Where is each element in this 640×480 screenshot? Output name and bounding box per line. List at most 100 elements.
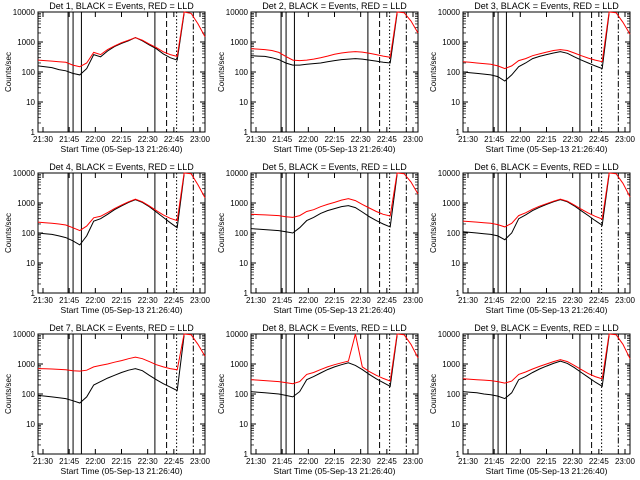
y-axis-label: Counts/sec	[217, 374, 226, 414]
y-axis-label: Counts/sec	[429, 52, 438, 92]
plot-frame	[250, 172, 419, 294]
events-series-line	[250, 174, 398, 234]
x-tick-label: 22:30	[138, 457, 159, 466]
y-axis-label: Counts/sec	[4, 213, 13, 253]
x-tick-label: 21:30	[33, 135, 54, 144]
x-axis-label: Start Time (05-Sep-13 21:26:40)	[274, 305, 396, 315]
chart-panel-1: 1 10 100 1000 10000 21:30 21:45 22:00 22:15 22:30…	[4, 1, 211, 154]
x-tick-label: 22:45	[377, 135, 398, 144]
x-tick-label: 22:45	[164, 296, 185, 305]
y-tick-label: 10	[26, 259, 35, 268]
plot-frame	[37, 333, 206, 455]
x-tick-label: 22:30	[351, 457, 372, 466]
y-axis-label: Counts/sec	[4, 374, 13, 414]
y-tick-label: 100	[447, 390, 461, 399]
x-tick-label: 22:15	[111, 457, 132, 466]
x-tick-label: 22:00	[510, 457, 531, 466]
x-tick-label: 23:00	[190, 135, 211, 144]
plot-frame	[462, 172, 631, 294]
y-tick-label: 1000	[17, 199, 35, 208]
x-tick-label: 23:00	[403, 135, 424, 144]
x-tick-label: 22:00	[510, 135, 531, 144]
lld-series-line	[462, 172, 631, 228]
x-tick-label: 21:45	[484, 457, 505, 466]
events-series-line	[462, 335, 610, 400]
y-tick-label: 10000	[13, 330, 36, 339]
panel-title: Det 3, BLACK = Events, RED = LLD	[474, 1, 619, 11]
events-series-line	[250, 335, 398, 398]
x-tick-label: 22:45	[377, 457, 398, 466]
lld-series-line	[462, 11, 631, 70]
x-axis-label: Start Time (05-Sep-13 21:26:40)	[61, 305, 183, 315]
plot-frame	[37, 11, 206, 133]
x-tick-label: 21:30	[458, 135, 479, 144]
x-axis-label: Start Time (05-Sep-13 21:26:40)	[61, 144, 183, 154]
events-series-line	[462, 174, 610, 241]
x-tick-label: 22:15	[324, 135, 345, 144]
y-axis-label: Counts/sec	[429, 213, 438, 253]
lld-series-line	[37, 172, 206, 232]
y-tick-label: 10000	[226, 330, 249, 339]
y-axis-label: Counts/sec	[217, 52, 226, 92]
y-tick-label: 10	[26, 98, 35, 107]
x-tick-label: 22:00	[85, 135, 106, 144]
chart-panel-6: 1 10 100 1000 10000 21:30 21:45 22:00 22:15 22:30…	[429, 162, 636, 315]
y-tick-label: 10000	[438, 330, 461, 339]
y-tick-label: 1	[31, 289, 36, 298]
y-tick-label: 1000	[230, 38, 248, 47]
panel-title: Det 2, BLACK = Events, RED = LLD	[262, 1, 407, 11]
x-axis-label: Start Time (05-Sep-13 21:26:40)	[486, 466, 608, 476]
x-tick-label: 21:30	[246, 296, 267, 305]
x-tick-label: 22:30	[563, 135, 584, 144]
x-tick-label: 22:45	[377, 296, 398, 305]
y-axis-label: Counts/sec	[217, 213, 226, 253]
x-tick-label: 22:15	[536, 135, 557, 144]
x-tick-label: 22:00	[298, 296, 319, 305]
chart-panel-9: 1 10 100 1000 10000 21:30 21:45 22:00 22:15 22:30…	[429, 323, 636, 476]
x-axis-label: Start Time (05-Sep-13 21:26:40)	[61, 466, 183, 476]
y-tick-label: 1000	[230, 360, 248, 369]
x-tick-label: 23:00	[615, 457, 636, 466]
lld-series-line	[250, 11, 419, 62]
x-tick-label: 22:00	[298, 135, 319, 144]
y-tick-label: 1000	[442, 199, 460, 208]
lld-series-line	[37, 333, 206, 372]
y-tick-label: 10000	[438, 8, 461, 17]
y-tick-label: 100	[447, 68, 461, 77]
x-tick-label: 23:00	[615, 296, 636, 305]
y-tick-label: 10000	[13, 169, 36, 178]
x-tick-label: 23:00	[190, 296, 211, 305]
events-series-line	[37, 13, 185, 76]
x-axis-label: Start Time (05-Sep-13 21:26:40)	[274, 144, 396, 154]
x-axis-label: Start Time (05-Sep-13 21:26:40)	[274, 466, 396, 476]
y-tick-label: 10	[451, 259, 460, 268]
panel-title: Det 8, BLACK = Events, RED = LLD	[262, 323, 407, 333]
events-series-line	[462, 13, 610, 82]
x-tick-label: 22:30	[351, 296, 372, 305]
y-tick-label: 1000	[230, 199, 248, 208]
x-tick-label: 21:30	[458, 457, 479, 466]
x-tick-label: 22:00	[298, 457, 319, 466]
x-tick-label: 22:15	[324, 296, 345, 305]
panel-title: Det 9, BLACK = Events, RED = LLD	[474, 323, 619, 333]
y-tick-label: 10000	[13, 8, 36, 17]
y-tick-label: 1	[244, 450, 249, 459]
y-tick-label: 10	[451, 98, 460, 107]
plot-frame	[250, 11, 419, 133]
x-tick-label: 21:45	[272, 135, 293, 144]
lld-series-line	[250, 172, 419, 218]
x-tick-label: 21:30	[246, 135, 267, 144]
plot-frame	[37, 172, 206, 294]
y-tick-label: 10	[451, 420, 460, 429]
x-tick-label: 21:30	[458, 296, 479, 305]
x-tick-label: 22:30	[563, 296, 584, 305]
panel-title: Det 6, BLACK = Events, RED = LLD	[474, 162, 619, 172]
lld-series-line	[250, 333, 419, 385]
y-tick-label: 100	[235, 390, 249, 399]
chart-panel-8: 1 10 100 1000 10000 21:30 21:45 22:00 22:15 22:30…	[217, 323, 424, 476]
y-tick-label: 10000	[226, 169, 249, 178]
x-axis-label: Start Time (05-Sep-13 21:26:40)	[486, 144, 608, 154]
y-tick-label: 10	[26, 420, 35, 429]
